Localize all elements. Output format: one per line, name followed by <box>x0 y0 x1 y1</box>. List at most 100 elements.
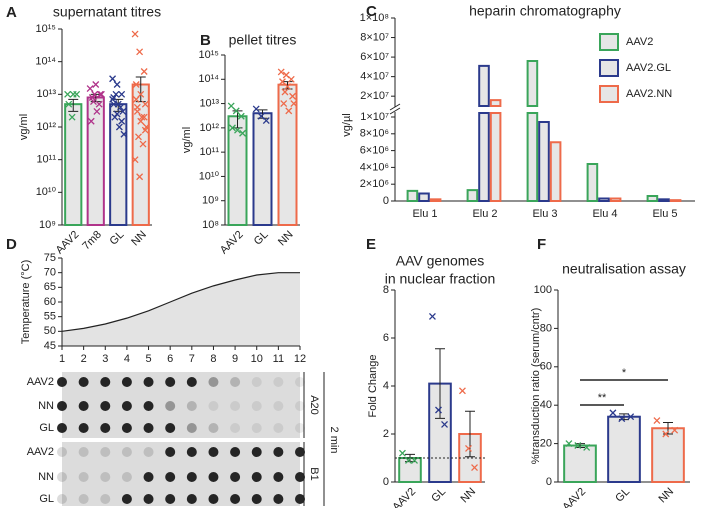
blot-dot <box>295 377 305 387</box>
data-point <box>97 90 105 98</box>
data-point <box>131 30 139 38</box>
blot-row-label: GL <box>39 493 54 505</box>
data-point <box>441 420 448 428</box>
blot-dot <box>230 472 241 482</box>
data-point <box>398 449 406 457</box>
data-point <box>627 413 635 421</box>
blot-dot <box>78 472 89 482</box>
error-bar <box>68 98 79 112</box>
blot-dot <box>100 401 111 411</box>
blot-dot <box>251 377 262 387</box>
blot-dot <box>165 401 176 411</box>
y-tick-label: 65 <box>44 281 56 293</box>
y-tick-label: 1×10⁷ <box>360 111 389 123</box>
x-tick-label: 6 <box>167 353 173 365</box>
blot-dot <box>143 447 154 457</box>
x-tick-label: 9 <box>232 353 238 365</box>
data-point <box>117 103 124 111</box>
y-tick-label: 100 <box>534 284 552 296</box>
y-axis-label: %transduction ratio (serum/cntr) <box>530 308 542 465</box>
significance-label: ** <box>598 392 607 404</box>
blot-membrane <box>62 372 300 438</box>
data-point <box>96 90 104 98</box>
blot-dot <box>230 401 241 411</box>
x-tick-label: AAV2 <box>560 486 588 508</box>
bar <box>598 197 610 202</box>
blot-dot <box>143 377 154 387</box>
blot-dot <box>186 472 197 482</box>
bar <box>607 415 641 483</box>
y-tick-label: 60 <box>540 361 552 373</box>
x-tick-label: 4 <box>124 353 130 365</box>
x-tick-label: AAV2 <box>390 486 418 508</box>
blot-dot <box>273 401 284 411</box>
data-point <box>277 68 285 76</box>
bar <box>418 192 430 202</box>
blot-row-label: GL <box>39 422 54 434</box>
data-point <box>132 95 140 103</box>
y-tick-label: 10¹¹ <box>199 146 219 158</box>
y-tick-label: 10¹² <box>199 122 219 134</box>
blot-dot <box>100 494 111 504</box>
bar <box>586 163 599 202</box>
data-point <box>662 430 670 438</box>
blot-dot <box>143 423 154 433</box>
blot-dot <box>273 494 284 504</box>
blot-dot <box>208 447 219 457</box>
x-tick-label: 11 <box>273 353 284 365</box>
blot-dot <box>273 472 284 482</box>
data-point <box>139 140 147 148</box>
bar <box>609 197 622 202</box>
data-point <box>428 312 436 320</box>
blot-dot <box>295 401 305 411</box>
data-point <box>118 117 126 125</box>
line-area <box>62 272 300 346</box>
x-tick-label: 3 <box>102 353 108 365</box>
data-point <box>112 90 120 98</box>
data-point <box>239 129 246 137</box>
blot-dot <box>186 377 197 387</box>
y-tick-label: 10¹⁵ <box>36 23 56 35</box>
data-point <box>87 117 95 125</box>
y-tick-label: 10⁹ <box>202 195 219 207</box>
blot-dot <box>251 472 262 482</box>
blot-dot <box>143 401 154 411</box>
y-tick-label: 8 <box>383 284 389 296</box>
blot-dot <box>165 377 176 387</box>
blot-dot <box>100 377 111 387</box>
y-tick-label: 60 <box>44 296 56 308</box>
blot-row-label: NN <box>38 400 54 412</box>
error-bar <box>232 110 243 129</box>
blot-dot <box>121 401 132 411</box>
data-point <box>281 88 289 96</box>
blot-dot <box>78 401 89 411</box>
x-tick-label: GL <box>108 229 127 248</box>
data-point <box>141 100 149 108</box>
data-point <box>280 100 288 108</box>
blot-dot <box>186 423 197 433</box>
y-tick-label: 10⁸ <box>202 219 219 231</box>
data-point <box>140 68 148 75</box>
data-point <box>132 81 140 88</box>
y-tick-label: 6×10⁷ <box>360 51 389 63</box>
blot-dot <box>121 494 132 504</box>
blot-time-label: 2 min <box>328 427 340 454</box>
bar <box>651 427 685 483</box>
blot-dot <box>251 401 262 411</box>
data-point <box>120 130 128 138</box>
y-tick-label: 2 <box>383 428 389 440</box>
blot-dot <box>100 447 111 457</box>
y-tick-label: 10¹⁵ <box>199 49 219 61</box>
blot-dot <box>57 423 67 433</box>
panel-letter: B <box>200 32 211 49</box>
data-point <box>262 117 270 125</box>
x-tick-label: 1 <box>59 353 65 365</box>
bar <box>86 96 105 226</box>
blot-dot <box>273 447 284 457</box>
chart-title: in nuclear fraction <box>385 271 496 287</box>
x-tick-label: AAV2 <box>54 229 82 257</box>
y-tick-label: 80 <box>540 322 552 334</box>
data-point <box>95 100 103 108</box>
data-point <box>136 173 144 181</box>
blot-dot <box>208 377 219 387</box>
